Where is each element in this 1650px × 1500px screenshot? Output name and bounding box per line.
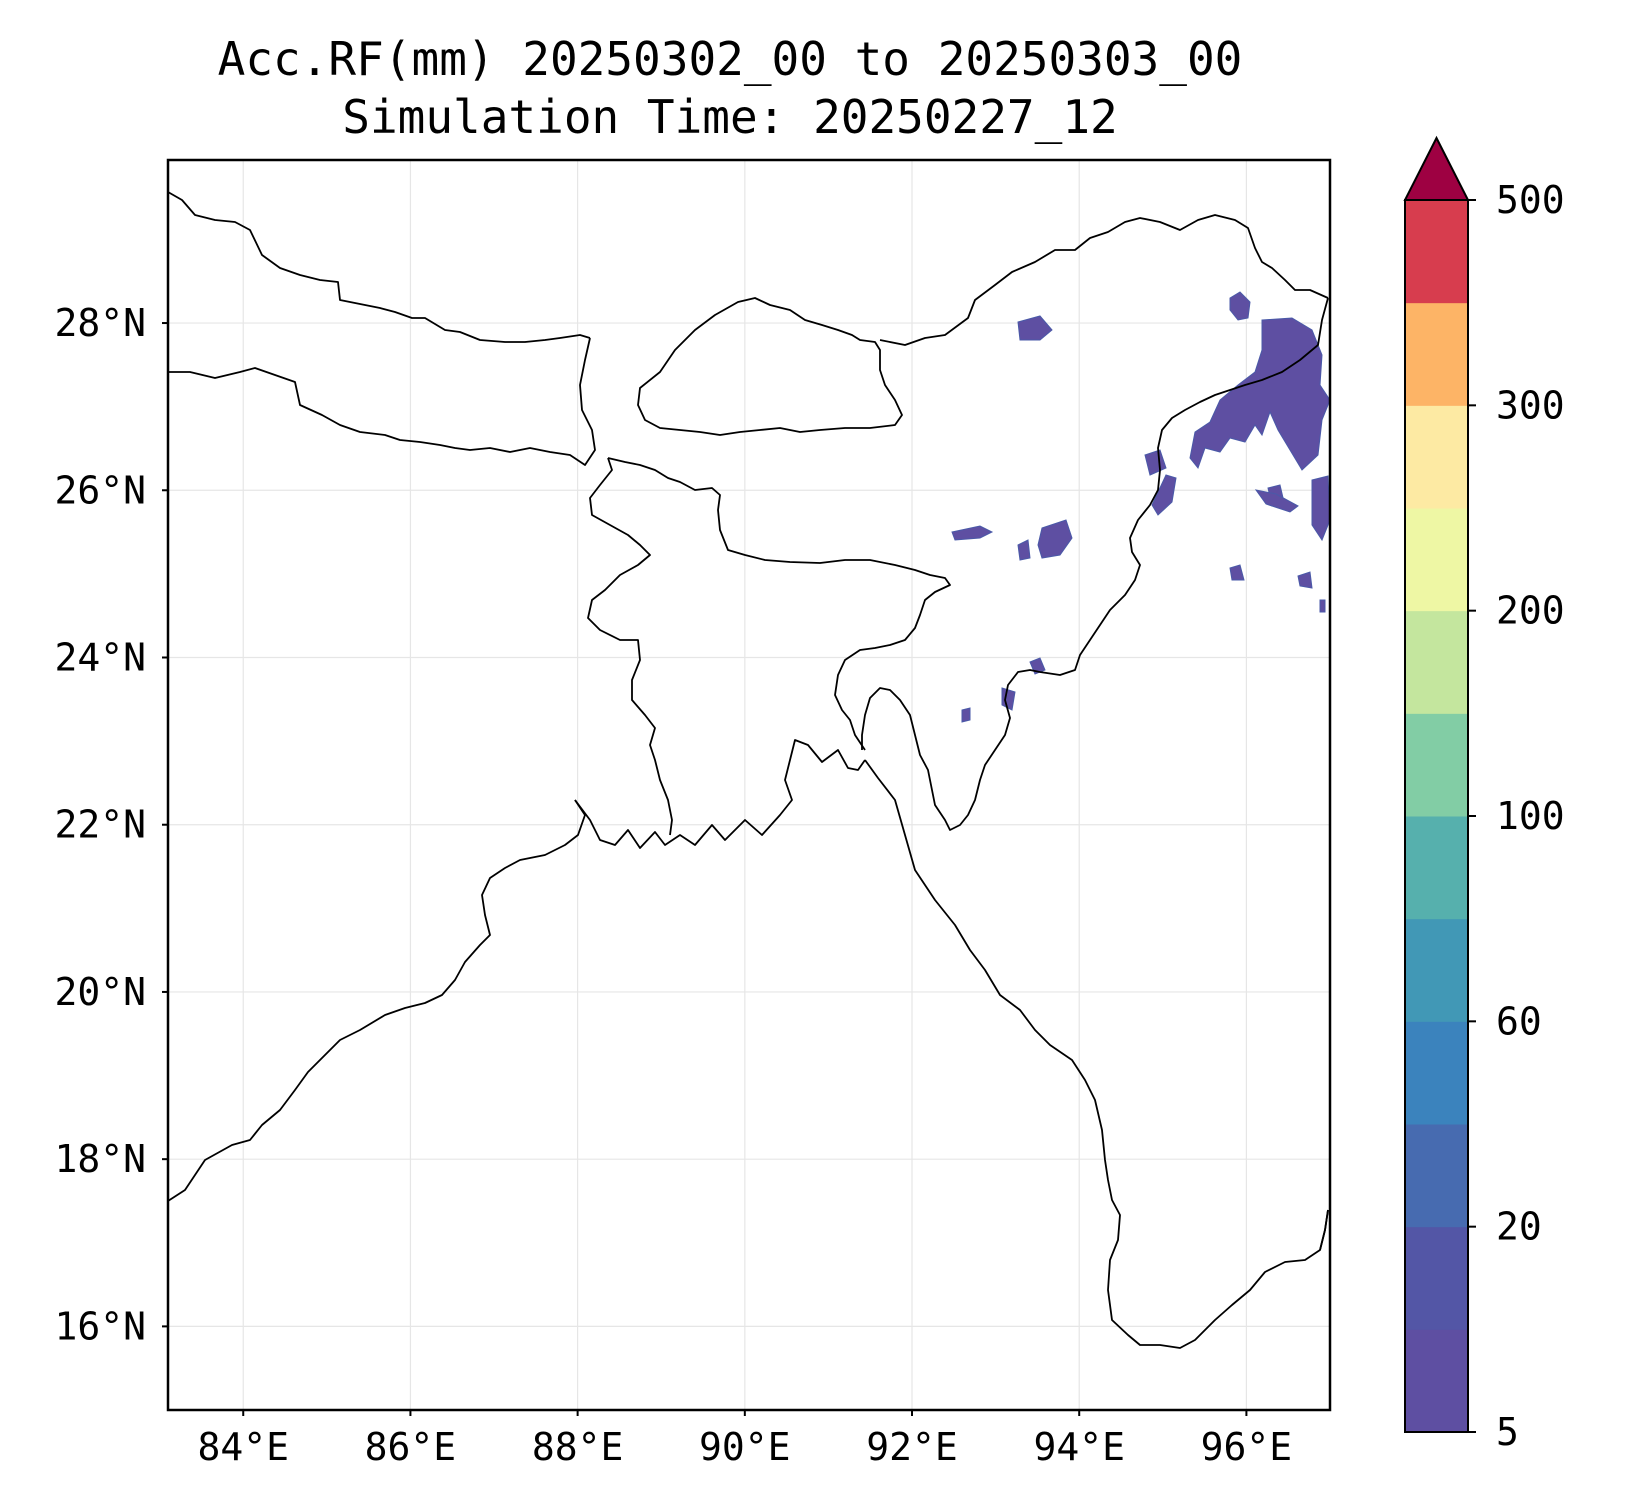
- colorbar-segment: [1405, 508, 1468, 612]
- rain-patch-ne-5: [1311, 475, 1331, 542]
- border-nepal-south: [168, 337, 596, 466]
- rain-patch-meghalaya: [951, 525, 994, 541]
- lon-tick-label: 84°E: [197, 1425, 289, 1469]
- rain-patch-ne-1: [1017, 315, 1053, 341]
- lon-tick-label: 88°E: [532, 1425, 624, 1469]
- lon-tick-label: 90°E: [699, 1425, 791, 1469]
- rain-patch-arunachal: [1189, 317, 1331, 471]
- rain-patch-e-1: [1229, 564, 1245, 581]
- lon-tick-label: 92°E: [866, 1425, 958, 1469]
- colorbar-tick-label: 300: [1496, 383, 1565, 427]
- colorbar-segment: [1405, 816, 1468, 920]
- map-frame: [166, 158, 1332, 1412]
- colorbar-segment: [1405, 200, 1468, 304]
- colorbar-segment: [1405, 302, 1468, 406]
- colorbar-segment: [1405, 405, 1468, 509]
- colorbar-segment: [1405, 918, 1468, 1022]
- rain-patch-mizoram: [961, 707, 971, 723]
- colorbar-segment: [1405, 1021, 1468, 1125]
- colorbar-tick-label: 60: [1496, 999, 1542, 1043]
- coastline-myanmar: [864, 759, 1329, 1349]
- colorbar-tick-label: 20: [1496, 1205, 1542, 1249]
- axis-ticks: 84°E 86°E 88°E 90°E 92°E 94°E 96°E 16°N 18°N 20°N…: [54, 301, 1292, 1469]
- coastline-myanmar-east: [1319, 1209, 1329, 1251]
- rain-patch-meghalaya-2: [1037, 519, 1073, 559]
- rain-patch-e-3: [1319, 599, 1326, 613]
- lon-tick-label: 94°E: [1033, 1425, 1125, 1469]
- colorbar: 5 20 60 100 200 300 500: [1403, 135, 1565, 1454]
- lon-tick-label: 96°E: [1201, 1425, 1293, 1469]
- lat-tick-label: 24°N: [54, 635, 146, 679]
- border-bangladesh-west: [587, 457, 673, 836]
- lat-tick-label: 20°N: [54, 970, 146, 1014]
- border-india-myanmar: [861, 297, 1329, 831]
- rain-patch-manipur: [1001, 687, 1016, 711]
- rain-patch-ne-top: [1229, 291, 1251, 321]
- colorbar-tick-label: 5: [1496, 1410, 1519, 1454]
- border-bhutan: [637, 297, 903, 436]
- lat-tick-label: 26°N: [54, 468, 146, 512]
- colorbar-tick-label: 500: [1496, 178, 1565, 222]
- colorbar-segment: [1405, 610, 1468, 714]
- rain-patch-e-2: [1297, 571, 1313, 589]
- border-india-ne: [879, 214, 1329, 346]
- colorbar-tick-label: 200: [1496, 589, 1565, 633]
- coastline-bangladesh: [574, 739, 866, 849]
- border-nepal: [167, 191, 591, 343]
- border-bangladesh-north: [607, 457, 951, 751]
- gridlines: [168, 160, 1330, 1410]
- colorbar-segment: [1405, 1329, 1468, 1433]
- title-line-2: Simulation Time: 20250227_12: [342, 90, 1117, 144]
- title-line-1: Acc.RF(mm) 20250302_00 to 20250303_00: [218, 32, 1243, 86]
- colorbar-segment: [1405, 713, 1468, 817]
- colorbar-tick-label: 100: [1496, 794, 1565, 838]
- rain-patch-meghalaya-3: [1017, 539, 1031, 561]
- coastline-india-east: [167, 799, 586, 1202]
- rain-patch-ne-2: [1144, 449, 1167, 476]
- rain-patch-ne-6: [1254, 489, 1299, 513]
- lat-tick-label: 18°N: [54, 1137, 146, 1181]
- coastlines-and-borders: [167, 191, 1329, 1349]
- colorbar-segment: [1405, 1124, 1468, 1228]
- lat-tick-label: 28°N: [54, 301, 146, 345]
- lon-tick-label: 86°E: [365, 1425, 457, 1469]
- colorbar-extend-arrow: [1403, 135, 1470, 201]
- rain-patch-ne-3: [1151, 474, 1177, 516]
- colorbar-segment: [1405, 1226, 1468, 1330]
- lat-tick-label: 16°N: [54, 1304, 146, 1348]
- rainfall-areas: [951, 291, 1331, 723]
- lat-tick-label: 22°N: [54, 803, 146, 847]
